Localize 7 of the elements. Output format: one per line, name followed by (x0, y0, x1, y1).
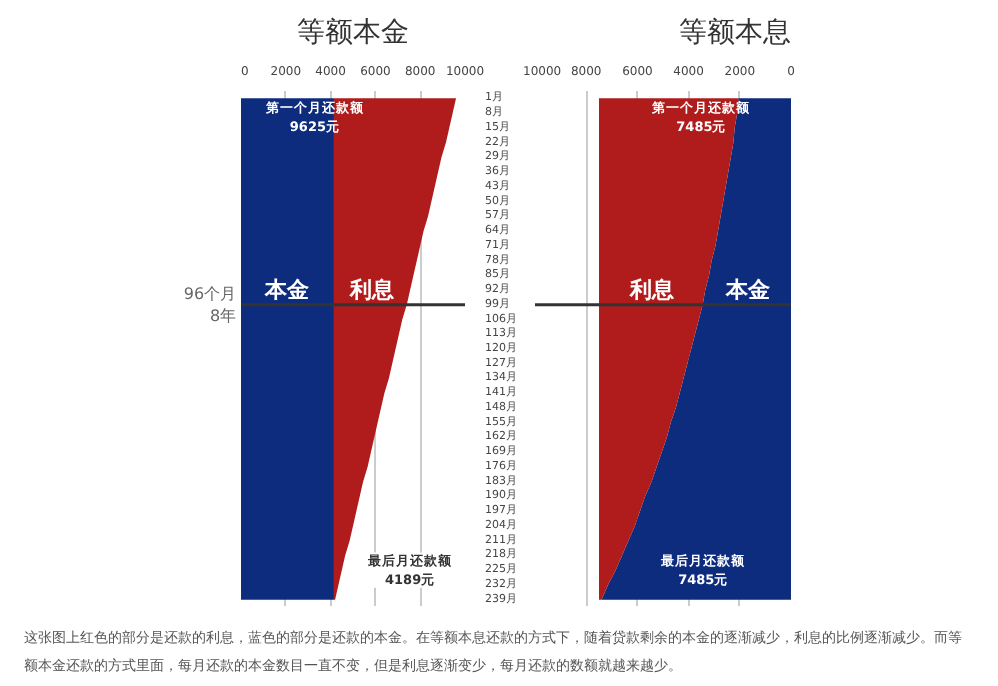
chart-title: 等额本息 (679, 17, 791, 49)
series-label: 本金 (263, 277, 312, 304)
series-label: 利息 (628, 277, 677, 304)
ref-line-label: 96个月 8年 (183, 284, 237, 325)
series-label: 本金 (724, 277, 773, 304)
chart-title: 等额本金 (297, 17, 409, 49)
series-label: 利息 (348, 277, 397, 304)
